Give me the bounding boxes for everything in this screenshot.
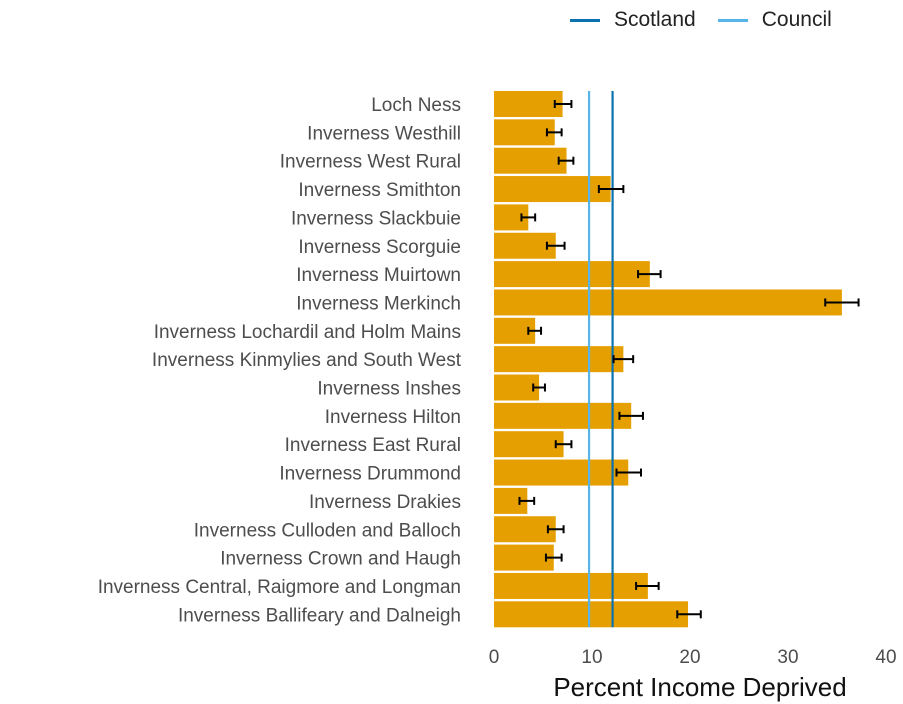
x-axis-title: Percent Income Deprived bbox=[553, 672, 846, 702]
category-label: Inverness Crown and Haugh bbox=[220, 549, 461, 570]
bar bbox=[494, 147, 567, 174]
category-label: Inverness Scorguie bbox=[298, 237, 461, 258]
bar bbox=[494, 346, 624, 373]
bar bbox=[494, 176, 611, 203]
bar bbox=[494, 119, 555, 146]
bar bbox=[494, 289, 842, 316]
x-tick-label: 40 bbox=[875, 647, 896, 668]
category-label: Inverness Inshes bbox=[317, 379, 461, 400]
x-tick-label: 30 bbox=[777, 647, 798, 668]
legend-item-scotland: Scotland bbox=[570, 8, 696, 32]
category-label: Inverness Smithton bbox=[298, 180, 461, 201]
category-label: Inverness East Rural bbox=[285, 435, 461, 456]
category-label: Inverness West Rural bbox=[280, 152, 461, 173]
legend-label-council: Council bbox=[761, 8, 832, 31]
bar bbox=[494, 91, 563, 117]
bar bbox=[494, 516, 556, 543]
category-label: Inverness Kinmylies and South West bbox=[152, 350, 462, 371]
legend-label-scotland: Scotland bbox=[614, 8, 696, 31]
bar bbox=[494, 232, 556, 259]
category-label: Inverness Westhill bbox=[307, 123, 461, 144]
bar bbox=[494, 402, 632, 429]
bar bbox=[494, 261, 650, 288]
category-label: Inverness Drummond bbox=[279, 464, 461, 485]
legend-swatch-council bbox=[717, 18, 748, 22]
bar bbox=[494, 431, 564, 458]
x-tick-label: 20 bbox=[679, 647, 700, 668]
bar bbox=[494, 572, 648, 599]
category-label: Loch Ness bbox=[371, 95, 461, 116]
category-label: Inverness Slackbuie bbox=[291, 208, 461, 229]
x-tick-label: 10 bbox=[581, 647, 602, 668]
category-label: Inverness Drakies bbox=[309, 492, 461, 513]
category-label: Inverness Muirtown bbox=[296, 265, 461, 286]
category-label: Inverness Lochardil and Holm Mains bbox=[154, 322, 461, 343]
bar bbox=[494, 459, 629, 486]
chart-legend: Scotland Council bbox=[570, 8, 854, 32]
legend-swatch-scotland bbox=[570, 18, 600, 22]
bar bbox=[494, 544, 554, 571]
category-label: Inverness Culloden and Balloch bbox=[194, 520, 461, 541]
category-label: Inverness Hilton bbox=[325, 407, 461, 428]
x-tick-label: 0 bbox=[489, 647, 500, 668]
bar bbox=[494, 601, 689, 628]
category-label: Inverness Ballifeary and Dalneigh bbox=[178, 605, 461, 626]
category-label: Inverness Central, Raigmore and Longman bbox=[98, 577, 461, 598]
legend-item-council: Council bbox=[717, 8, 832, 32]
bar bbox=[494, 374, 540, 401]
category-label: Inverness Merkinch bbox=[296, 293, 461, 314]
